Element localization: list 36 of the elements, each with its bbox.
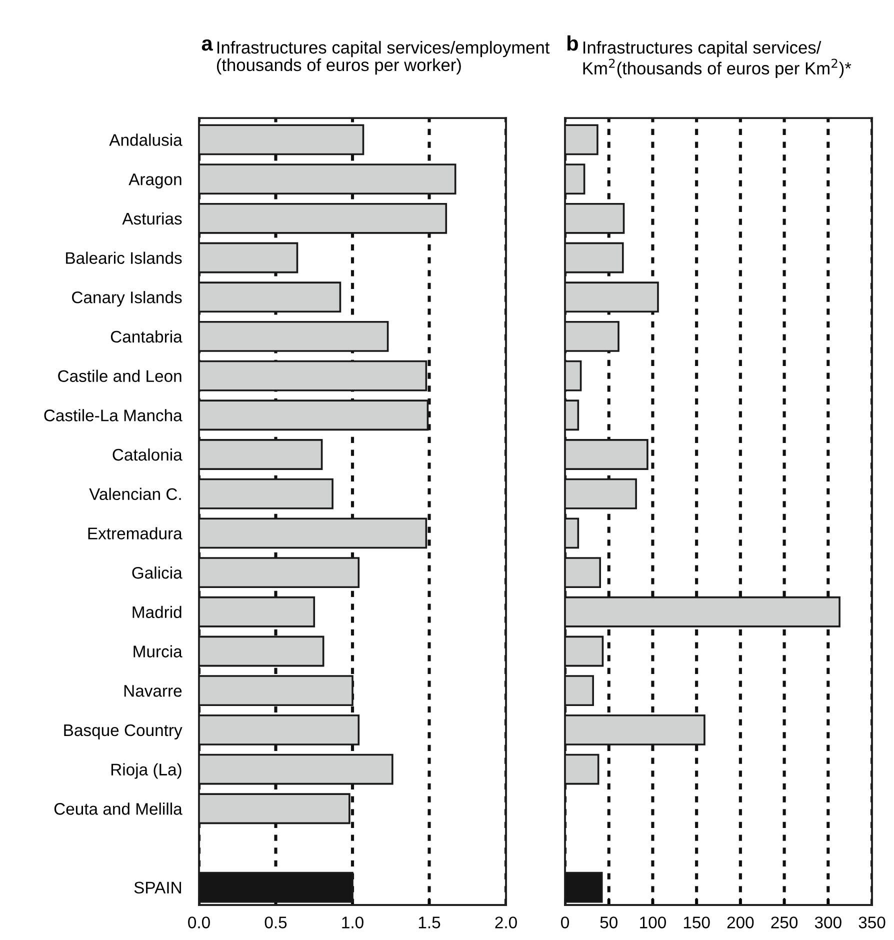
x-tick-label: 350 xyxy=(858,916,886,928)
x-tick-label: 0 xyxy=(561,916,569,928)
x-tick-label: 1.5 xyxy=(418,916,440,928)
y-tick-label: SPAIN xyxy=(134,882,181,894)
y-tick-label: Murcia xyxy=(134,645,182,658)
y-tick-label: Rioja (La) xyxy=(111,763,182,779)
y-tick-label: Andalusia xyxy=(109,134,182,146)
y-tick-label: Aragon xyxy=(128,174,182,189)
x-tick-label: 0.5 xyxy=(264,916,287,928)
x-tick-label: 250 xyxy=(771,916,798,928)
y-tick-label: Navarre xyxy=(124,685,182,697)
x-tick-label: 150 xyxy=(684,916,710,928)
x-tick-label: 200 xyxy=(727,916,754,928)
y-tick-label: Ceuta and Melilla xyxy=(54,802,182,815)
y-tick-label: Asturias xyxy=(122,212,182,225)
chart-title: Infrastructures capital services/ Km$^{2}$(thousands of euros per Km$^{2}$)* xyxy=(583,40,852,78)
y-tick-label: Cantabria xyxy=(110,330,182,343)
y-tick-label: Galicia xyxy=(132,566,182,579)
y-tick-label: Valencian C. xyxy=(89,488,181,500)
text: b xyxy=(567,35,578,51)
y-tick-label: Catalonia xyxy=(112,448,182,461)
y-tick-label: Madrid xyxy=(132,606,182,618)
y-tick-label: Castile and Leon xyxy=(58,370,182,382)
x-tick-label: 1.0 xyxy=(342,916,364,928)
chart-title: Infrastructures capital services/employment (thousands of euros per worker) xyxy=(216,40,550,75)
y-tick-label: Castile-La Mancha xyxy=(44,409,182,422)
x-tick-label: 0.0 xyxy=(188,916,210,928)
y-tick-label: Extremadura xyxy=(88,527,182,540)
x-tick-label: 300 xyxy=(814,916,842,928)
x-tick-label: 2.0 xyxy=(495,916,517,928)
x-tick-label: 100 xyxy=(640,916,666,928)
text: a xyxy=(202,39,213,51)
y-tick-label: Balearic Islands xyxy=(66,252,182,264)
x-tick-label: 50 xyxy=(600,916,618,928)
y-tick-label: Basque Country xyxy=(64,724,182,740)
y-tick-label: Canary Islands xyxy=(72,291,182,307)
